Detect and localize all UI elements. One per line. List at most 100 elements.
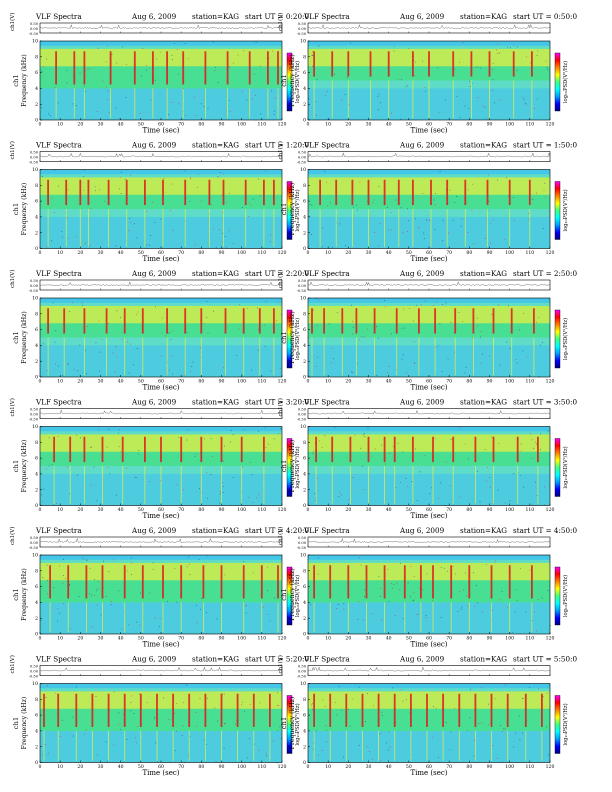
noise-speck bbox=[400, 207, 402, 209]
noise-speck bbox=[264, 346, 266, 347]
sferic-line bbox=[67, 602, 69, 633]
noise-speck bbox=[232, 477, 234, 478]
noise-speck bbox=[547, 590, 549, 591]
sferic-line bbox=[432, 466, 434, 504]
sferic-line bbox=[384, 466, 385, 504]
x-tick-label: 60 bbox=[426, 636, 432, 642]
noise-speck bbox=[496, 49, 497, 51]
noise-speck bbox=[402, 700, 404, 702]
x-tick-label: 30 bbox=[366, 379, 372, 385]
panel-start-time: start UT = 3:20:0 bbox=[245, 398, 309, 407]
noise-speck bbox=[360, 447, 361, 449]
noise-speck bbox=[75, 686, 77, 688]
noise-speck bbox=[378, 337, 379, 339]
noise-speck bbox=[474, 740, 475, 741]
noise-speck bbox=[312, 65, 313, 67]
noise-speck bbox=[381, 444, 383, 446]
noise-speck bbox=[527, 356, 529, 358]
noise-speck bbox=[389, 746, 391, 748]
sferic-line bbox=[47, 209, 49, 247]
noise-speck bbox=[262, 606, 264, 608]
noise-speck bbox=[339, 492, 341, 493]
noise-speck bbox=[438, 757, 439, 758]
noise-speck bbox=[529, 569, 531, 571]
noise-speck bbox=[336, 312, 338, 314]
noise-speck bbox=[328, 118, 330, 120]
x-tick-label: 80 bbox=[198, 250, 204, 256]
noise-speck bbox=[266, 755, 267, 757]
emission-streak bbox=[454, 308, 457, 334]
panel-start-time: start UT = 3:50:0 bbox=[513, 398, 577, 407]
x-tick-label: 100 bbox=[505, 507, 514, 513]
noise-speck bbox=[158, 626, 160, 628]
sferic-line bbox=[84, 88, 85, 119]
noise-speck bbox=[402, 232, 404, 234]
noise-speck bbox=[267, 590, 268, 591]
noise-speck bbox=[498, 442, 500, 444]
noise-speck bbox=[513, 197, 514, 198]
y-axis-label: Frequency (kHz) bbox=[289, 54, 296, 107]
emission-streak bbox=[162, 179, 164, 206]
noise-speck bbox=[201, 492, 203, 494]
y-tick-label: 10 bbox=[300, 553, 306, 559]
colorbar bbox=[554, 309, 561, 369]
noise-speck bbox=[267, 566, 268, 568]
noise-speck bbox=[221, 194, 223, 196]
emission-streak bbox=[139, 693, 142, 727]
noise-speck bbox=[481, 687, 482, 689]
y-tick-label: 10 bbox=[300, 681, 306, 687]
x-tick-label: 50 bbox=[138, 764, 144, 770]
noise-speck bbox=[491, 436, 493, 438]
y-tick-label: 0 bbox=[303, 246, 306, 252]
emission-streak bbox=[367, 179, 370, 206]
noise-speck bbox=[364, 596, 365, 598]
spectrogram-panel: VLF Spectra Aug 6, 2009 station=KAG start U… bbox=[277, 141, 577, 264]
noise-speck bbox=[123, 714, 124, 715]
sferic-line bbox=[92, 730, 93, 761]
y-tick-label: 2 bbox=[35, 359, 38, 365]
x-tick-label: 110 bbox=[525, 250, 534, 256]
sferic-line bbox=[473, 337, 474, 376]
x-tick-label: 120 bbox=[546, 379, 555, 385]
x-tick-label: 60 bbox=[158, 764, 164, 770]
emission-streak bbox=[329, 565, 332, 599]
noise-speck bbox=[381, 619, 383, 621]
noise-speck bbox=[201, 598, 203, 599]
x-axis-label: Time (sec) bbox=[142, 769, 179, 777]
noise-speck bbox=[191, 366, 193, 367]
noise-speck bbox=[224, 723, 226, 725]
noise-speck bbox=[501, 591, 503, 592]
emission-streak bbox=[184, 308, 187, 334]
y-tick-label: 0 bbox=[35, 118, 38, 124]
noise-speck bbox=[230, 441, 231, 443]
noise-speck bbox=[343, 756, 344, 758]
noise-speck bbox=[170, 209, 172, 211]
noise-speck bbox=[358, 745, 360, 746]
noise-speck bbox=[60, 736, 62, 737]
noise-speck bbox=[77, 474, 78, 476]
channel-label: ch1 bbox=[12, 460, 20, 473]
x-tick-label: 70 bbox=[178, 379, 184, 385]
sferic-line bbox=[57, 730, 59, 761]
noise-speck bbox=[54, 169, 55, 171]
y-tick-label: 2 bbox=[303, 359, 306, 365]
noise-speck bbox=[176, 484, 178, 486]
noise-speck bbox=[222, 481, 223, 483]
noise-speck bbox=[108, 571, 110, 572]
emission-streak bbox=[204, 51, 207, 85]
noise-speck bbox=[319, 440, 320, 442]
y-tick-label: 4 bbox=[303, 215, 306, 221]
noise-speck bbox=[133, 713, 135, 714]
amplitude-tick-label: 0.50 bbox=[298, 408, 307, 412]
sferic-line bbox=[261, 602, 263, 633]
colorbar-label: log₁₀PSD(V²/Hz) bbox=[294, 61, 301, 103]
emission-streak bbox=[428, 51, 430, 77]
sferic-line bbox=[471, 80, 472, 119]
noise-speck bbox=[505, 684, 506, 686]
colorbar bbox=[286, 52, 293, 112]
noise-speck bbox=[136, 477, 137, 478]
noise-speck bbox=[349, 725, 351, 727]
noise-speck bbox=[155, 306, 156, 308]
noise-speck bbox=[454, 708, 455, 709]
noise-speck bbox=[356, 247, 357, 249]
